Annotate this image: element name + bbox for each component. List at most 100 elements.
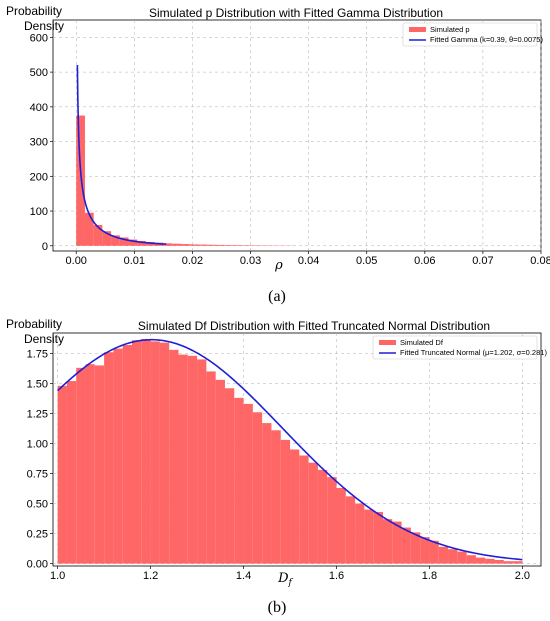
y-tick-label: 100 — [30, 206, 48, 218]
panel-a-label: (a) — [268, 288, 286, 305]
histogram-bar — [336, 487, 346, 564]
histogram-bar — [206, 371, 216, 564]
histogram-bar — [280, 439, 291, 564]
y-tick-label: 0.50 — [27, 499, 48, 511]
panel-b-ylabel-line2: Density — [24, 332, 64, 346]
histogram-bar — [410, 532, 421, 564]
y-tick-label: 500 — [30, 67, 48, 79]
y-tick-label: 200 — [30, 171, 48, 183]
histogram-bar — [392, 521, 402, 564]
panel-a-histogram — [76, 115, 295, 246]
x-tick-label: 0.01 — [124, 255, 145, 267]
panel-b-histogram — [57, 339, 523, 564]
histogram-bar — [243, 403, 253, 564]
histogram-bar — [102, 231, 112, 246]
histogram-bar — [84, 212, 94, 246]
x-tick-label: 1.2 — [143, 570, 158, 582]
panel-b-legend-swatch-hist — [379, 340, 396, 345]
x-tick-label: 0.03 — [240, 255, 261, 267]
histogram-bar — [113, 348, 123, 564]
panel-b-chart: Simulated Df Distribution with Fitted Tr… — [6, 317, 547, 588]
histogram-bar — [169, 349, 179, 564]
x-tick-label: 1.6 — [329, 570, 344, 582]
histogram-bar — [252, 412, 263, 564]
histogram-bar — [111, 235, 120, 246]
histogram-bar — [206, 244, 216, 246]
histogram-bar — [66, 381, 77, 564]
panel-a-plot-frame — [52, 19, 542, 252]
panel-a-ylabel-line2: Density — [24, 19, 64, 33]
histogram-bar — [448, 549, 458, 564]
histogram-bar — [485, 558, 495, 564]
histogram-bar — [172, 243, 181, 246]
histogram-bar — [128, 239, 138, 246]
histogram-bar — [197, 359, 207, 564]
histogram-bar — [224, 388, 235, 564]
y-tick-label: 1.75 — [27, 348, 48, 360]
x-tick-label: 0.07 — [472, 255, 493, 267]
x-tick-label: 0.02 — [182, 255, 203, 267]
histogram-bar — [189, 244, 199, 246]
histogram-bar — [355, 503, 365, 564]
panel-b-xlabel: Df — [277, 571, 293, 588]
histogram-bar — [364, 509, 374, 564]
histogram-bar — [141, 339, 151, 564]
panel-b-title: Simulated Df Distribution with Fitted Tr… — [138, 319, 490, 333]
x-tick-label: 1.4 — [236, 570, 251, 582]
panel-a-fit-line — [76, 65, 167, 245]
panel-b-legend: Simulated Df Fitted Truncated Normal (μ=… — [372, 335, 547, 360]
panel-a-legend: Simulated p Fitted Gamma (k=0.39, θ=0.00… — [402, 22, 543, 47]
panel-b-xlabel-main: D — [277, 571, 289, 586]
histogram-bar — [215, 379, 225, 564]
histogram-bar — [317, 469, 328, 564]
histogram-bar — [150, 341, 160, 564]
histogram-bar — [513, 561, 523, 564]
panel-b-plot-frame — [52, 332, 542, 567]
histogram-bar — [373, 511, 383, 564]
x-tick-label: 0.00 — [66, 255, 87, 267]
x-tick-label: 2.0 — [515, 570, 530, 582]
x-tick-label: 0.05 — [356, 255, 377, 267]
panel-b-legend-fit: Fitted Truncated Normal (μ=1.202, σ=0.28… — [400, 348, 547, 357]
panel-b-ylabel-line1: Probability — [6, 317, 62, 331]
panel-a-ticks: 0.00 0.01 0.02 0.03 0.04 0.05 0.06 0.07 0.08 0 100… — [30, 32, 550, 267]
histogram-bar — [163, 243, 173, 246]
y-tick-label: 400 — [30, 102, 48, 114]
panel-a-legend-box — [402, 22, 538, 47]
histogram-bar — [457, 551, 467, 564]
histogram-bar — [137, 240, 146, 246]
histogram-bar — [198, 244, 207, 246]
histogram-bar — [94, 365, 105, 564]
x-tick-label: 1.0 — [50, 570, 65, 582]
histogram-bar — [429, 540, 439, 564]
histogram-bar — [420, 537, 430, 564]
histogram-bar — [234, 397, 244, 564]
y-tick-label: 1.00 — [27, 438, 48, 450]
histogram-bar — [180, 244, 190, 246]
panel-a-ylabel-line1: Probability — [6, 4, 62, 18]
histogram-bar — [132, 340, 142, 564]
histogram-bar — [327, 477, 337, 564]
y-tick-label: 0.00 — [27, 559, 48, 571]
panel-b-fit-line — [57, 338, 523, 561]
x-tick-label: 1.8 — [422, 570, 437, 582]
histogram-bar — [382, 519, 393, 564]
panel-b-label: (b) — [268, 599, 287, 616]
histogram-bar — [76, 115, 85, 246]
histogram-bar — [438, 546, 449, 564]
panel-b-ticks: 1.0 1.2 1.4 1.6 1.8 2.0 0.00 0.25 0.50 0.75 1.00 1.… — [27, 348, 530, 582]
histogram-bar — [224, 245, 234, 246]
histogram-bar — [215, 244, 225, 246]
histogram-bar — [345, 496, 356, 564]
histogram-bar — [178, 354, 188, 564]
x-tick-label: 0.04 — [298, 255, 319, 267]
y-tick-label: 0.25 — [27, 529, 48, 541]
y-tick-label: 300 — [30, 137, 48, 149]
panel-a-legend-hist: Simulated p — [430, 25, 470, 34]
histogram-bar — [308, 462, 318, 564]
panel-a-title: Simulated p Distribution with Fitted Gam… — [149, 6, 443, 20]
panel-a-grid — [53, 20, 542, 251]
panel-a-legend-fit: Fitted Gamma (k=0.39, θ=0.0075) — [430, 35, 543, 44]
histogram-bar — [494, 559, 504, 564]
